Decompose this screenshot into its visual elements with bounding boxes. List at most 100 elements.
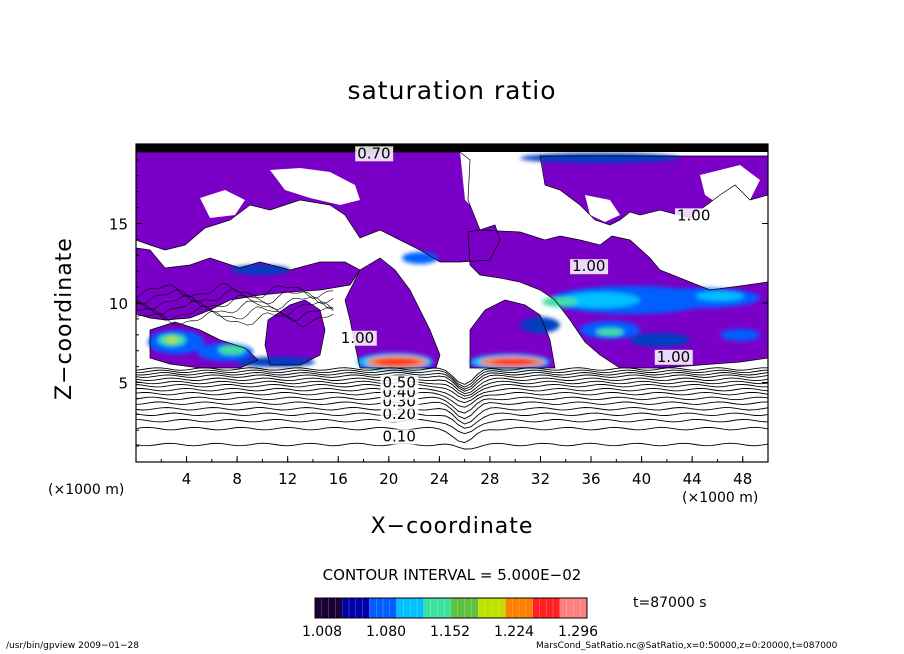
contour-label: 1.00: [572, 257, 605, 275]
contour-line: [136, 374, 768, 392]
colorbar-segment: [559, 598, 567, 618]
contour-line: [469, 299, 556, 369]
colorbar-segment: [546, 598, 554, 618]
contour-label: 1.00: [677, 206, 710, 224]
colorbar-tick-label: 1.152: [430, 624, 470, 640]
colorbar-tick-label: 1.008: [302, 624, 342, 640]
contour-label: 1.00: [657, 348, 690, 366]
contour-line: [467, 229, 768, 369]
colorbar-segment: [389, 598, 397, 618]
colorbar-segment: [328, 598, 336, 618]
contour-line: [136, 391, 768, 408]
x-tick-label: 44: [683, 470, 702, 488]
x-tick-label: 40: [632, 470, 651, 488]
time-label: t=87000 s: [633, 595, 707, 611]
x-tick-label: 24: [430, 470, 449, 488]
contour-label: 0.50: [382, 373, 415, 391]
colorbar-segment: [451, 598, 459, 618]
colorbar-segment: [525, 598, 533, 618]
colorbar-segment: [532, 598, 540, 618]
contour-label-bg: [654, 349, 693, 365]
contour-line: [136, 283, 334, 300]
colorbar-segment: [573, 598, 581, 618]
contour-interval-label: CONTOUR INTERVAL = 5.000E−02: [322, 566, 582, 584]
plot-area: [136, 144, 768, 450]
x-axis-unit-left: (×1000 m): [48, 482, 125, 498]
y-tick-label: 15: [109, 216, 128, 234]
contour-label-bg: [380, 375, 419, 391]
contour-lines: [136, 151, 768, 450]
footer-right: MarsCond_SatRatio.nc@SatRatio,x=0:50000,…: [536, 641, 838, 651]
colorbar-segment: [383, 598, 391, 618]
colorbar-segment: [403, 598, 411, 618]
contour-line: [136, 294, 334, 311]
x-axis-label-text: X−coordinate: [370, 514, 534, 539]
contour-label-bg: [380, 429, 419, 445]
footer-left: /usr/bin/gpview 2009−01−28: [6, 641, 140, 651]
contour-label-bg: [355, 146, 394, 162]
colorbar-frame: [314, 597, 588, 619]
colorbar-tick-label: 1.080: [366, 624, 406, 640]
colorbar-segment: [485, 598, 493, 618]
colorbar-segment: [539, 598, 547, 618]
contour-line: [136, 412, 768, 429]
x-tick-label: 36: [581, 470, 600, 488]
contour-line: [136, 396, 768, 414]
colorbar-segment: [342, 598, 350, 618]
contour-label: 1.00: [341, 329, 374, 347]
colorbar-segment: [471, 598, 479, 618]
contour-line: [136, 367, 768, 385]
colorbar-segment: [396, 598, 404, 618]
contour-line: [136, 442, 768, 450]
colorbar-segment: [335, 598, 343, 618]
colorbar-segment: [512, 598, 520, 618]
contour-line: [136, 299, 334, 316]
colorbar-segment: [437, 598, 445, 618]
y-tick-label: 5: [118, 375, 128, 393]
contour-label-bg: [674, 208, 713, 224]
colorbar-segment: [321, 598, 329, 618]
x-tick-label: 12: [278, 470, 297, 488]
y-tick-label: 10: [109, 295, 128, 313]
contour-line: [136, 369, 768, 388]
contour-line: [136, 151, 501, 263]
x-tick-label: 48: [733, 470, 752, 488]
contour-line: [136, 377, 768, 395]
colorbar-segment: [410, 598, 418, 618]
contour-label-bg: [380, 407, 419, 423]
contour-line: [136, 310, 334, 328]
x-tick-label: 32: [531, 470, 550, 488]
x-tick-label: 4: [182, 470, 192, 488]
colorbar-segment: [498, 598, 506, 618]
colorbar-tick-label: 1.296: [558, 624, 598, 640]
contour-line: [136, 247, 361, 321]
colorbar-segment: [423, 598, 431, 618]
contour-line: [136, 383, 768, 400]
colorbar-segment: [478, 598, 486, 618]
colorbar-segment: [349, 598, 357, 618]
colorbar-segment: [553, 598, 561, 618]
contour-label-bg: [570, 259, 609, 275]
chart-title: saturation ratio: [347, 76, 557, 105]
contour-line: [149, 321, 259, 369]
colorbar-segment: [355, 598, 363, 618]
colorbar-segment: [519, 598, 527, 618]
high-saturation-patches: [148, 153, 760, 371]
contour-line: [136, 401, 768, 420]
contour-line: [136, 380, 768, 397]
x-tick-label: 28: [480, 470, 499, 488]
colorbar-segment: [362, 598, 370, 618]
colorbar-segment: [315, 598, 323, 618]
colorbar-segment: [580, 598, 588, 618]
colorbar-segment: [491, 598, 499, 618]
colorbar-segment: [417, 598, 425, 618]
contour-line: [136, 418, 768, 435]
contour-label-bg: [338, 330, 377, 346]
contour-line: [136, 426, 768, 444]
top-contour-band: [136, 144, 768, 152]
colorbar-segment: [566, 598, 574, 618]
colorbar-segment: [369, 598, 377, 618]
colorbar: 1.008 1.080 1.152 1.224 1.296: [302, 597, 598, 640]
